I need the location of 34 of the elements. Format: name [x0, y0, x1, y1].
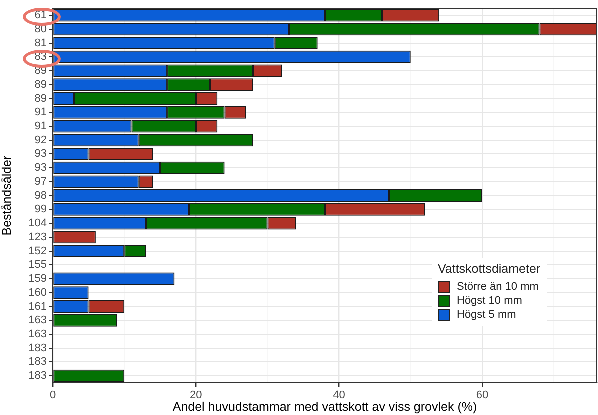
x-tick-label: 0	[50, 390, 56, 402]
y-tick-label: 99	[34, 204, 47, 216]
legend-label: Större än 10 mm	[457, 281, 539, 293]
y-tick-label: 104	[28, 218, 47, 230]
y-tick-label: 93	[34, 148, 47, 160]
x-axis-title: Andel huvudstammar med vattskott av viss grovlek (%)	[172, 400, 478, 414]
y-tick-label: 159	[28, 273, 47, 286]
y-tick-label: 91	[34, 106, 47, 119]
y-tick-label: 89	[34, 92, 47, 105]
y-tick-label: 123	[28, 231, 47, 244]
legend-title: Vattskottsdiameter	[438, 262, 541, 276]
y-tick-label: 155	[28, 259, 47, 272]
y-tick-label: 89	[34, 78, 47, 91]
y-tick-label: 183	[28, 356, 47, 368]
legend-label: Högst 10 mm	[457, 295, 522, 307]
legend-label: Högst 5 mm	[457, 309, 516, 321]
y-axis-title: Beståndsålder	[0, 156, 14, 236]
y-tick-label: 81	[34, 37, 47, 50]
x-tick-label: 60	[476, 390, 489, 402]
y-tick-label: 163	[28, 328, 47, 340]
y-tick-label: 183	[28, 342, 47, 354]
x-tick-label: 40	[333, 390, 346, 402]
x-tick-label: 20	[190, 390, 202, 402]
y-tick-label: 98	[34, 190, 47, 202]
y-tick-label: 183	[28, 370, 47, 382]
y-tick-label: 93	[34, 162, 47, 174]
y-tick-label: 97	[34, 176, 47, 188]
y-tick-label: 152	[28, 245, 47, 258]
y-tick-label: 161	[28, 300, 47, 313]
y-tick-label: 163	[28, 314, 47, 327]
y-tick-label: 160	[28, 286, 47, 299]
y-tick-label: 61	[34, 10, 47, 22]
y-tick-label: 91	[34, 120, 47, 132]
y-tick-label: 92	[34, 134, 47, 146]
